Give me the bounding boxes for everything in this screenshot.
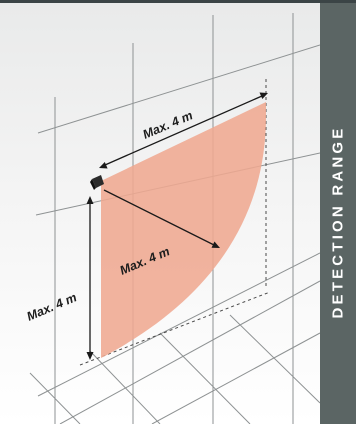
top-strip	[0, 0, 356, 3]
sensor-device	[90, 175, 104, 190]
diagonal-range-arrow	[103, 189, 220, 248]
grid-lines	[29, 13, 320, 424]
detection-diagram: Max. 4 m Max. 4 m Max. 4 m	[0, 3, 320, 424]
detection-range-title: DETECTION RANGE	[329, 125, 347, 319]
diagram-svg: Max. 4 m Max. 4 m Max. 4 m	[25, 13, 320, 424]
dashed-guides	[79, 79, 271, 366]
top-range-arrow	[99, 92, 268, 169]
vertical-range-arrow	[86, 196, 94, 360]
side-panel: DETECTION RANGE	[320, 3, 356, 424]
vertical-range-label: Max. 4 m	[25, 290, 79, 324]
